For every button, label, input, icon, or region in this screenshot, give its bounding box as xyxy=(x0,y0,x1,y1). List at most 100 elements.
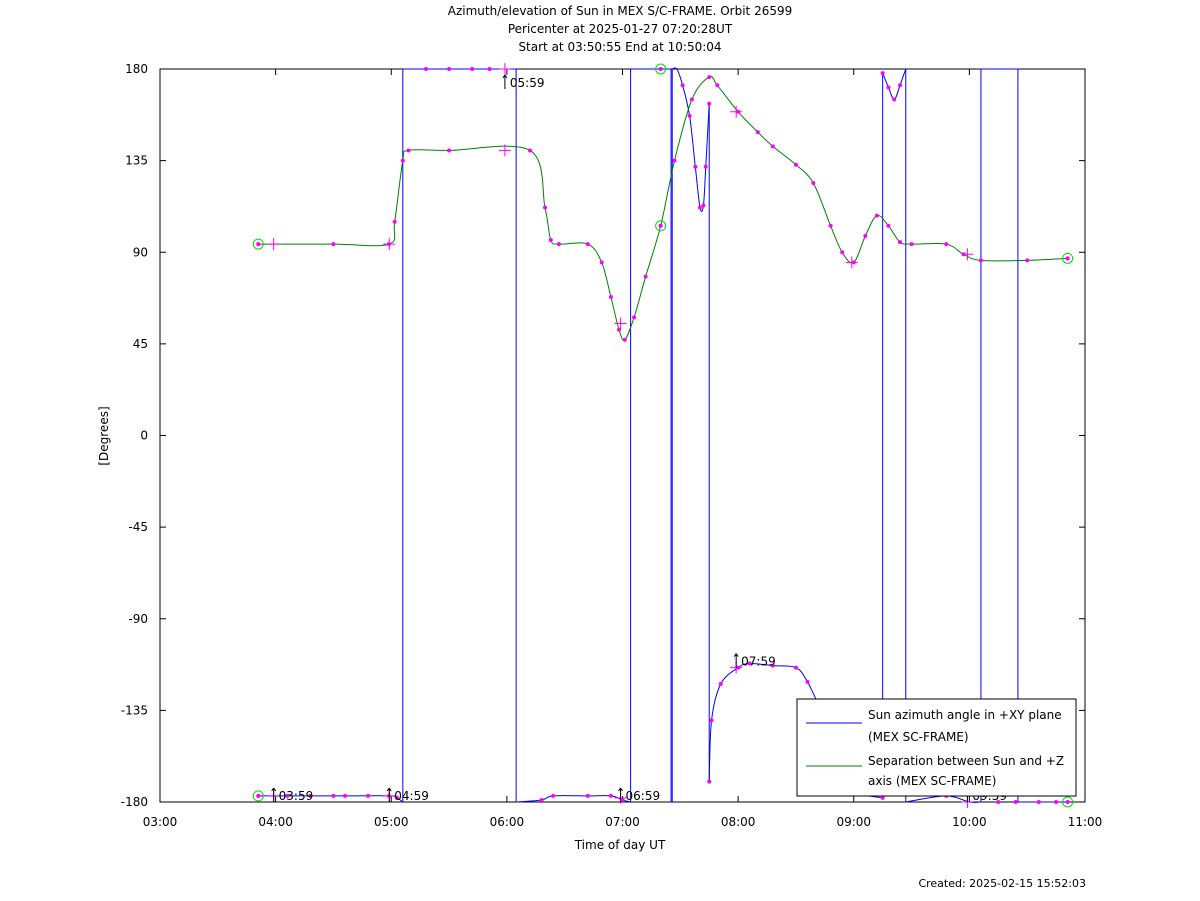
azimuth-data-point xyxy=(747,661,752,666)
event-circle-center xyxy=(1065,800,1070,804)
annotation-label: 03:59 xyxy=(279,789,314,803)
separation-data-point xyxy=(447,148,452,153)
separation-data-point xyxy=(793,162,798,167)
x-tick-label: 03:00 xyxy=(143,815,178,829)
y-axis-label: [Degrees] xyxy=(97,406,111,465)
azimuth-data-point xyxy=(892,97,897,102)
axis-ticks: 03:00 04:00 05:00 06:00 07:00 08:00 09:00 10:00… xyxy=(121,62,1103,829)
x-tick-label: 11:00 xyxy=(1068,815,1103,829)
separation-data-point xyxy=(406,148,411,153)
separation-data-point xyxy=(707,75,712,80)
azimuth-data-point xyxy=(770,663,775,668)
chart-subtitle-start-end: Start at 03:50:55 End at 10:50:04 xyxy=(518,40,722,54)
y-tick-label: -45 xyxy=(128,520,148,534)
separation-data-point xyxy=(828,223,833,228)
event-circle-marker xyxy=(655,220,667,232)
separation-data-point xyxy=(548,238,553,243)
azimuth-data-point xyxy=(539,797,544,802)
separation-data-point xyxy=(898,240,902,245)
separation-series-line xyxy=(258,76,1068,341)
azimuth-data-point xyxy=(697,205,702,210)
y-tick-label: -180 xyxy=(121,795,148,809)
separation-data-point xyxy=(909,242,914,247)
annotation-label: 05:59 xyxy=(510,76,545,90)
event-circle-center xyxy=(658,67,663,71)
x-tick-label: 07:00 xyxy=(605,815,640,829)
separation-data-point xyxy=(886,223,891,228)
separation-data-point xyxy=(632,315,637,320)
legend-label-azimuth-1: Sun azimuth angle in +XY plane xyxy=(868,708,1062,722)
azimuth-data-point xyxy=(793,665,798,670)
legend-box xyxy=(796,698,1077,797)
azimuth-data-point xyxy=(487,67,492,71)
azimuth-data-point xyxy=(608,793,613,798)
separation-data-point xyxy=(543,205,548,210)
annotation-tick xyxy=(733,653,737,657)
chart-subtitle-pericenter: Pericenter at 2025-01-27 07:20:28UT xyxy=(507,22,733,36)
azimuth-data-point xyxy=(1054,800,1059,804)
azimuth-series-segment xyxy=(905,795,981,803)
event-circle-center xyxy=(256,242,261,247)
azimuth-data-point xyxy=(366,793,371,798)
event-circle-center xyxy=(1065,256,1070,261)
azimuth-data-point xyxy=(880,71,885,76)
separation-data-point xyxy=(978,258,983,263)
azimuth-data-point xyxy=(718,681,723,686)
separation-data-point xyxy=(715,83,720,88)
azimuth-data-point xyxy=(805,679,810,684)
azimuth-series-segment xyxy=(516,795,631,803)
y-tick-label: 135 xyxy=(125,154,148,168)
azimuth-data-point xyxy=(707,779,712,784)
azimuth-data-point xyxy=(285,793,290,798)
azimuth-data-point xyxy=(551,793,556,798)
separation-data-point xyxy=(944,242,949,247)
separation-data-point xyxy=(643,274,648,279)
y-tick-label: -135 xyxy=(121,703,148,717)
azimuth-data-point xyxy=(331,793,336,798)
event-circle-marker xyxy=(1062,796,1074,808)
azimuth-data-point xyxy=(701,203,706,208)
separation-data-point xyxy=(672,158,677,163)
separation-data-point xyxy=(755,130,760,135)
plot-frame xyxy=(159,68,1086,803)
azimuth-data-point xyxy=(996,800,1001,804)
separation-data-point xyxy=(622,337,627,342)
legend-label-azimuth-2: (MEX SC-FRAME) xyxy=(868,730,969,744)
azimuth-data-point xyxy=(1036,800,1041,804)
azimuth-data-point xyxy=(585,793,590,798)
azimuth-data-point xyxy=(395,795,400,800)
separation-data-point xyxy=(608,295,613,300)
annotation-label: 06:59 xyxy=(626,789,661,803)
separation-data-point xyxy=(840,250,845,255)
created-timestamp: Created: 2025-02-15 15:52:03 xyxy=(918,877,1086,890)
event-circle-marker xyxy=(1062,252,1074,264)
separation-data-point xyxy=(392,219,397,224)
separation-data-point xyxy=(770,144,775,149)
azimuth-data-point xyxy=(693,164,698,169)
series-layer xyxy=(258,67,1068,803)
separation-data-point xyxy=(1025,258,1030,263)
x-tick-label: 08:00 xyxy=(721,815,756,829)
x-tick-label: 04:00 xyxy=(258,815,293,829)
azimuth-data-point xyxy=(687,113,692,118)
x-tick-label: 09:00 xyxy=(836,815,871,829)
x-tick-label: 05:00 xyxy=(374,815,409,829)
annotation-tick xyxy=(502,74,506,79)
chart-title: Azimuth/elevation of Sun in MEX S/C-FRAM… xyxy=(447,4,793,18)
separation-data-point xyxy=(863,233,868,238)
azimuth-data-point xyxy=(680,83,685,88)
y-tick-label: 180 xyxy=(125,62,148,76)
separation-data-point xyxy=(331,242,336,247)
separation-data-point xyxy=(689,97,694,102)
annotation-tick xyxy=(735,653,739,657)
y-tick-label: -90 xyxy=(128,612,148,626)
azimuth-data-point xyxy=(886,85,891,90)
event-circle-center xyxy=(256,793,261,798)
separation-data-point xyxy=(874,213,879,218)
azimuth-data-point xyxy=(423,67,428,71)
azimuth-data-point xyxy=(707,101,712,106)
separation-data-point xyxy=(811,181,816,186)
azimuth-data-point xyxy=(709,718,714,723)
annotation-tick xyxy=(273,787,277,792)
x-tick-label: 06:00 xyxy=(490,815,525,829)
